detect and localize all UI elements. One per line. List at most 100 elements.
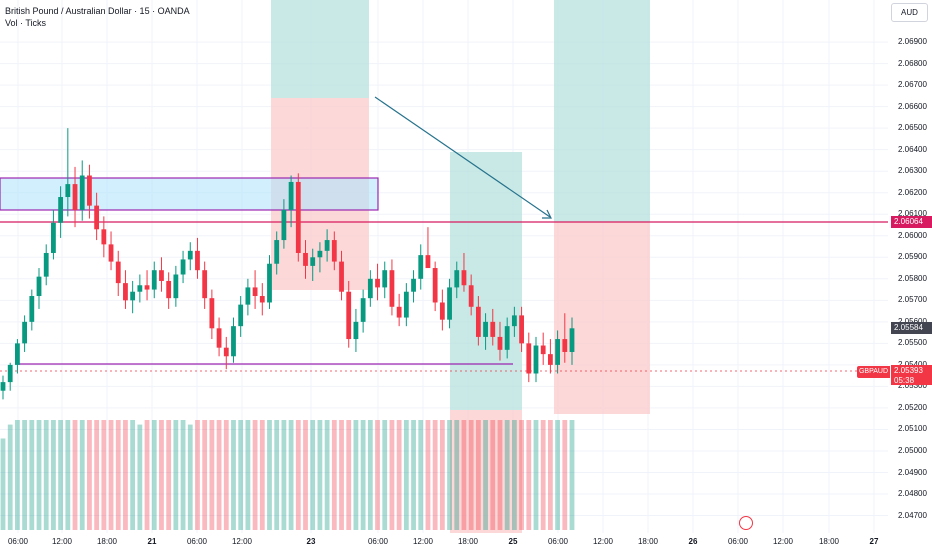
long-position-loss-zone-2[interactable]	[554, 222, 650, 414]
tradingview-logo-icon[interactable]	[739, 516, 753, 530]
volume-bar	[209, 420, 215, 530]
time-tick-label: 06:00	[727, 537, 749, 546]
price-tick-label: 2.06800	[898, 58, 927, 68]
candle-body	[281, 209, 287, 241]
crosshair-price-label: 2.05584	[891, 322, 932, 334]
last-price-value: 2.05393	[894, 366, 923, 375]
volume-bar	[166, 420, 172, 530]
time-tick-label: 26	[688, 537, 698, 546]
symbol-title[interactable]: British Pound / Australian Dollar · 15 ·…	[5, 6, 190, 16]
candle-body	[569, 328, 575, 352]
volume-bar	[447, 420, 452, 530]
volume-bar	[58, 420, 64, 530]
volume-bar	[317, 420, 323, 530]
candle-body	[259, 296, 265, 303]
price-tick-label: 2.06000	[898, 230, 927, 240]
volume-bar	[382, 420, 388, 530]
candle-body	[137, 285, 143, 292]
volume-bar	[173, 420, 179, 530]
candle-body	[130, 291, 136, 301]
volume-bar	[555, 420, 560, 530]
candle-body	[511, 315, 517, 327]
price-tick-label: 2.04900	[898, 467, 927, 477]
volume-bar	[569, 420, 575, 530]
candle-body	[533, 345, 539, 374]
volume-bar	[295, 420, 301, 530]
currency-button[interactable]: AUD	[891, 3, 928, 22]
volume-bar	[87, 420, 92, 530]
volume-bar	[29, 420, 35, 530]
candle-body	[403, 291, 409, 318]
candle-body	[562, 339, 568, 352]
candle-body	[555, 339, 560, 365]
candle-body	[166, 280, 172, 299]
volume-bar	[418, 420, 424, 530]
price-tick-label: 2.04700	[898, 510, 927, 520]
candle-body	[51, 222, 56, 253]
volume-bar	[526, 420, 532, 530]
price-tick-label: 2.05800	[898, 273, 927, 283]
candle-body	[497, 336, 503, 350]
candle-body	[310, 257, 316, 266]
time-tick-label: 18:00	[818, 537, 840, 546]
candle-body	[303, 252, 308, 266]
projection-arrow[interactable]	[374, 96, 552, 219]
candle-body	[468, 285, 474, 307]
long-position-profit-zone-2[interactable]	[554, 0, 650, 222]
volume-bar	[238, 420, 244, 530]
volume-bar	[547, 420, 553, 530]
volume-bar	[288, 420, 294, 530]
time-tick-label: 06:00	[7, 537, 29, 546]
resistance-zone-box[interactable]	[0, 177, 379, 211]
volume-bar	[367, 420, 373, 530]
candle-body	[425, 255, 431, 269]
price-axis[interactable]: 2.06900 2.06800 2.06700 2.06600 2.06500 2.064…	[888, 0, 932, 550]
price-tick-label: 2.05700	[898, 295, 927, 305]
price-chart[interactable]	[0, 0, 888, 533]
candle-body	[123, 283, 128, 301]
volume-bar	[123, 420, 128, 530]
price-tick-label: 2.05400	[898, 360, 927, 369]
candle-body	[245, 287, 251, 305]
candle-body	[151, 270, 157, 290]
price-tick-label: 2.06500	[898, 123, 927, 133]
time-tick-label: 23	[306, 537, 316, 546]
volume-bar	[187, 424, 193, 530]
time-tick-label: 06:00	[547, 537, 569, 546]
candle-body	[389, 270, 395, 307]
candle-body	[72, 184, 78, 210]
volume-bar	[252, 420, 258, 530]
indicator-label[interactable]: Vol · Ticks	[5, 18, 47, 28]
volume-bar	[137, 424, 143, 530]
symbol-tag: GBPAUD	[857, 366, 890, 378]
volume-bar	[562, 420, 568, 530]
volume-bar	[533, 420, 539, 530]
candle-body	[223, 347, 229, 357]
volume-bar	[94, 420, 100, 530]
price-tick-label: 2.06200	[898, 187, 927, 197]
short-position-loss-zone[interactable]	[450, 410, 522, 533]
candle-body	[115, 261, 121, 284]
candle-body	[295, 181, 301, 253]
long-position-profit-zone-1[interactable]	[271, 0, 369, 98]
volume-bar	[7, 424, 13, 530]
candle-body	[65, 184, 71, 198]
candle-body	[58, 197, 64, 223]
volume-bar	[540, 420, 546, 530]
candle-body	[0, 382, 6, 391]
volume-bar	[115, 420, 121, 530]
time-axis[interactable]: 06:00 12:00 18:00 21 06:00 12:00 23 06:00 12:00 1…	[0, 533, 888, 550]
volume-bar	[331, 420, 337, 530]
candle-body	[87, 175, 92, 206]
chart-legend: British Pound / Australian Dollar · 15 ·…	[5, 5, 190, 29]
price-tick-label: 2.04800	[898, 489, 927, 499]
volume-bar	[72, 420, 78, 530]
candle-body	[94, 205, 100, 230]
grid-lines	[0, 0, 888, 533]
price-tick-label: 2.05500	[898, 338, 927, 348]
price-tick-label: 2.05600	[898, 317, 927, 326]
volume-bar	[504, 420, 510, 530]
volume-bar	[259, 420, 265, 530]
candle-body	[324, 240, 330, 251]
time-tick-label: 12:00	[231, 537, 253, 546]
